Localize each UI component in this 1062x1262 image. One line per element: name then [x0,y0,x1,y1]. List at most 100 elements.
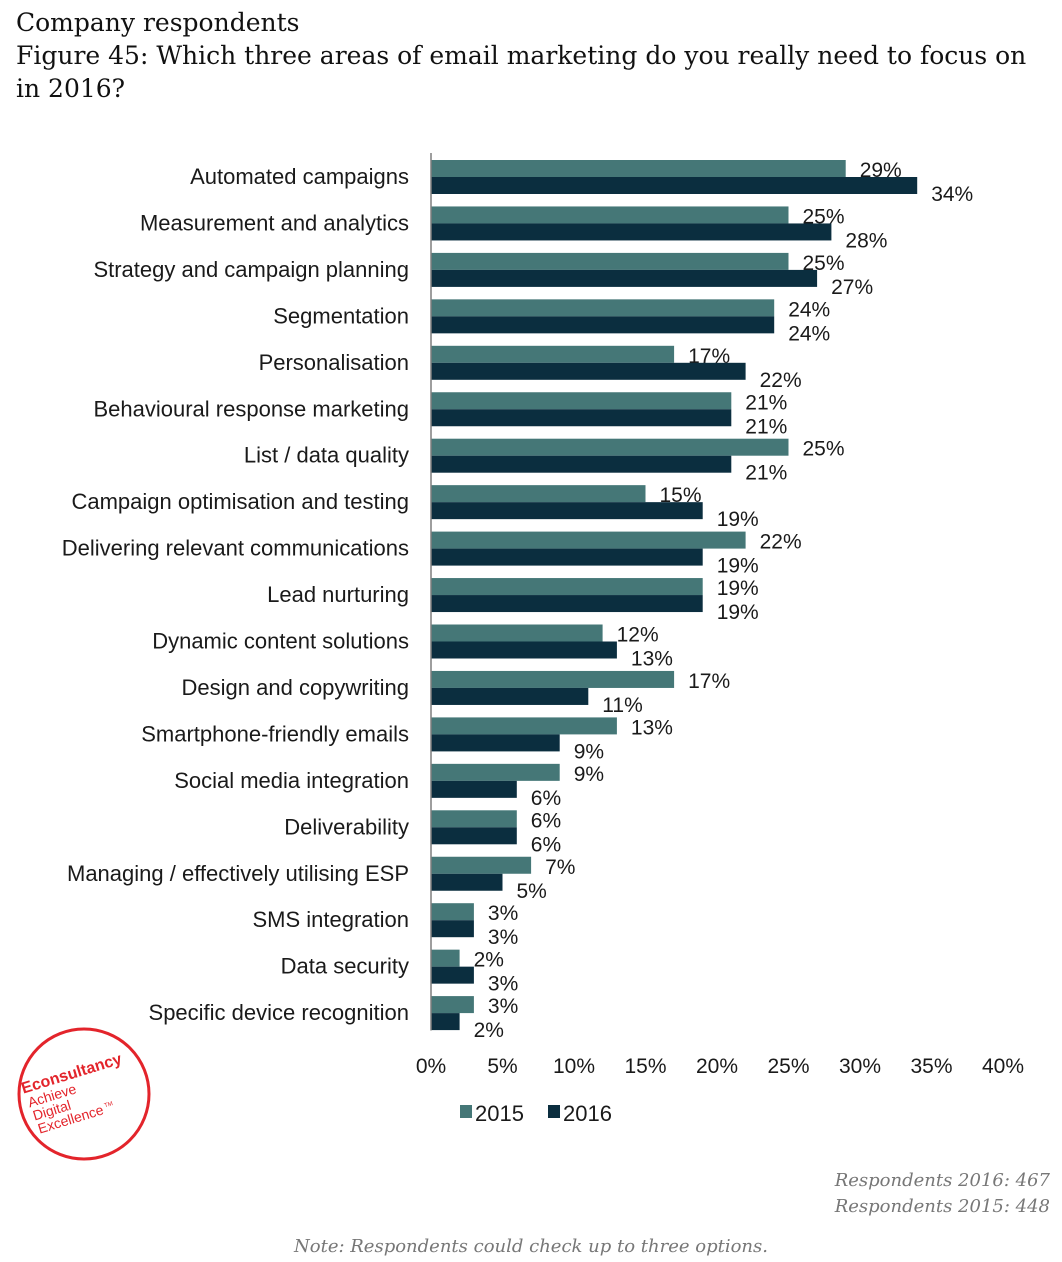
respondents-2016: Respondents 2016: 467 [834,1170,1050,1191]
data-label-2016: 28% [845,229,887,252]
category-label: Deliverability [284,814,409,839]
bar-2016 [431,177,918,194]
data-label-2016: 6% [531,787,561,810]
bar-2016 [431,641,617,659]
data-label-2015: 3% [488,995,518,1018]
x-tick-label: 15% [624,1055,666,1078]
category-label: SMS integration [252,907,409,932]
data-label-2015: 19% [717,577,759,600]
bar-2015 [431,485,646,503]
data-label-2016: 2% [474,1019,504,1042]
bar-2016 [431,316,775,334]
legend-label: 2015 [475,1101,524,1126]
category-label: Delivering relevant communications [62,536,409,561]
data-label-2015: 17% [688,670,730,693]
data-label-2016: 21% [745,415,787,438]
category-label: Smartphone-friendly emails [141,721,409,746]
bar-2016 [431,687,589,705]
bar-2015 [431,299,775,317]
x-tick-label: 20% [696,1055,738,1078]
bar-2016 [431,223,832,241]
data-label-2016: 11% [602,694,642,717]
data-label-2016: 24% [788,322,830,345]
data-label-2016: 21% [745,462,787,485]
bar-2016 [431,1013,460,1031]
logo-circle [17,1027,151,1161]
data-label-2015: 17% [688,345,730,368]
bar-2015 [431,392,732,410]
bar-2016 [431,409,732,427]
data-label-2016: 19% [717,508,759,531]
x-tick-label: 30% [839,1055,881,1078]
x-tick-label: 10% [553,1055,595,1078]
x-axis-ticks: 0% 5% 10% 15% 20% 25% 30% 35% 40% [416,1055,1024,1078]
category-label: Segmentation [273,303,409,328]
data-label-2015: 13% [631,716,673,739]
data-label-2016: 9% [574,740,604,763]
x-tick-label: 40% [982,1055,1024,1078]
data-label-2015: 12% [617,624,659,647]
respondents-2015: Respondents 2015: 448 [834,1196,1050,1217]
data-label-2016: 3% [488,973,518,996]
bar-2016 [431,827,517,845]
bar-2015 [431,624,603,642]
category-label: Lead nurturing [267,582,409,607]
bar-2015 [431,996,474,1014]
bar-2016 [431,734,560,752]
data-label-2015: 25% [803,438,845,461]
legend: 2015 2016 [460,1101,612,1126]
x-tick-label: 25% [767,1055,809,1078]
bar-2016 [431,455,732,473]
data-label-2015: 6% [531,809,561,832]
data-label-2015: 2% [474,949,504,972]
x-tick-label: 0% [416,1055,446,1078]
bar-2016 [431,548,703,566]
respondents-block: Respondents 2016: 467 Respondents 2015: … [835,1168,1050,1220]
data-label-2015: 7% [545,856,575,879]
data-label-2015: 25% [803,205,845,228]
data-label-2015: 21% [745,391,787,414]
bar-2015 [431,670,675,688]
data-label-2016: 5% [517,880,547,903]
section-title: Company respondents [16,8,300,37]
bar-2015 [431,160,846,177]
data-label-2016: 3% [488,926,518,949]
data-label-2016: 34% [931,183,973,206]
logo-trademark: TM [104,1101,114,1109]
category-label: Strategy and campaign planning [93,257,409,282]
data-label-2016: 13% [631,648,673,671]
legend-swatch-2015 [460,1105,472,1118]
bar-2016 [431,269,818,287]
bar-2016 [431,873,503,891]
category-label: Personalisation [259,350,409,375]
category-label: Data security [281,954,409,979]
category-label: Behavioural response marketing [93,396,409,421]
data-label-2015: 22% [760,531,802,554]
data-label-2015: 24% [788,298,830,321]
bar-2016 [431,362,746,380]
data-label-2015: 25% [803,252,845,275]
category-label: Social media integration [174,768,409,793]
data-label-2016: 6% [531,833,561,856]
data-label-2016: 19% [717,555,759,578]
data-label-2016: 19% [717,601,759,624]
data-label-2016: 22% [760,369,802,392]
chart-header: Company respondents Figure 45: Which thr… [16,6,1056,105]
bar-2016 [431,920,474,938]
bar-2016 [431,780,517,798]
bar-2015 [431,252,789,270]
bar-2015 [431,810,517,828]
bar-2016 [431,502,703,520]
legend-swatch-2016 [548,1105,560,1118]
note: Note: Respondents could check up to thre… [294,1236,768,1257]
bar-2015 [431,717,617,735]
x-tick-label: 5% [487,1055,517,1078]
data-label-2016: 27% [831,276,873,299]
data-label-2015: 29% [860,159,902,182]
econsultancy-logo: Econsultancy Achieve Digital Excellence … [17,1027,151,1161]
legend-label: 2016 [563,1101,612,1126]
category-label: Campaign optimisation and testing [71,489,409,514]
category-label: Specific device recognition [149,1000,409,1025]
data-label-2015: 3% [488,902,518,925]
